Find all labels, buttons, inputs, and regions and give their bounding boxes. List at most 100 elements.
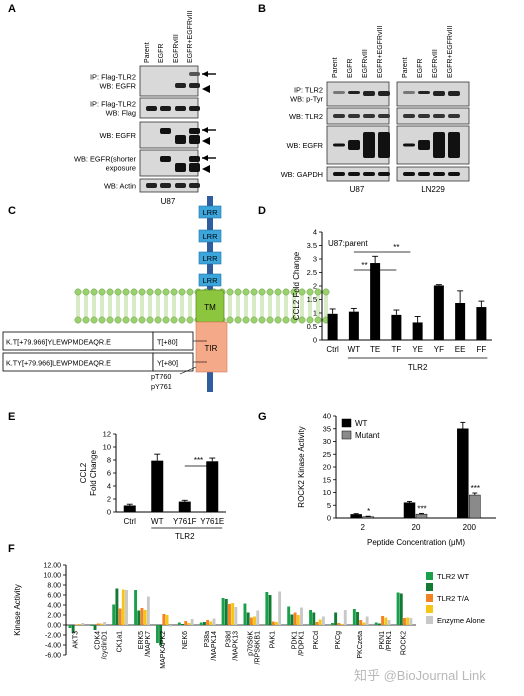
y-tick-label: 6 [107,469,111,478]
bar [74,624,78,625]
blot-strip [139,65,199,97]
y-tick-label: 35 [323,424,331,433]
x-tick-label: PKN1 [379,631,386,649]
x-tick-label: Y761F [173,517,197,526]
panel-a-western-blot: Parent EGFR EGFRvIII EGFR+EGFRvIII IP: Flag-… [74,11,216,206]
blot-band [160,183,171,188]
blot-band [418,91,430,94]
lipid-head [322,288,330,296]
x-tick-label: 20 [412,523,421,532]
tir-label: TIR [205,344,218,353]
bar [362,516,374,519]
x-tick-label: ERK5 [138,631,145,649]
bar [243,603,247,625]
chart-annotation: U87:parent [328,239,368,248]
legend-swatch [426,605,433,613]
legend-swatch [341,430,352,440]
blot-band [403,143,415,147]
blot-band [146,106,157,111]
blot-band [448,132,460,158]
blot-band [403,114,415,118]
legend-label: TLR2 T/A [437,594,469,603]
lrr-label: LRR [202,254,218,263]
bar [159,625,163,646]
lipid-head [314,288,322,296]
bar [476,307,487,340]
lrr-label: LRR [202,276,218,285]
y-axis-label: CCL2 [79,462,88,483]
x-tick-label: YF [434,345,444,354]
y-tick-label: 20 [323,463,331,472]
y-tick-label: 10 [323,488,331,497]
lipid-head [130,316,138,324]
blot-band [175,83,186,88]
bar [202,622,206,625]
lipid-head [98,288,106,296]
lipid-head [122,316,130,324]
bar [406,617,410,625]
y-tick-label: 0 [313,336,317,345]
lipid-head [162,288,170,296]
bar [315,622,319,625]
x-tick-label: P38a [204,631,211,647]
blot-row-label: IP: TLR2 [294,86,323,95]
blot-band [433,172,445,176]
lipid-head [146,288,154,296]
significance-label: * [367,507,370,516]
bar [134,590,138,625]
bar [374,622,378,625]
lipid-head [154,288,162,296]
x-tick-label: p70S6K [248,631,255,656]
bar [118,608,122,625]
bar [168,625,172,627]
bar [343,610,347,625]
lipid-head [106,288,114,296]
bar [93,625,97,630]
lrr-domain [198,229,222,243]
x-tick-label: CK1a1 [116,631,123,653]
lipid-head [306,316,314,324]
cell-line-label: U87 [161,197,176,206]
bar [187,623,191,625]
lipid-head [90,288,98,296]
lipid-head [154,316,162,324]
bar [121,589,125,625]
lipid-head [274,288,282,296]
bar [403,502,416,519]
bar [96,623,100,625]
lipid-head [138,288,146,296]
x-tick-label: P38d [226,631,233,647]
bar [457,428,469,519]
blot-band [348,172,360,176]
lipid-head [258,316,266,324]
y-tick-label: 4 [313,228,317,237]
blot-band [378,132,390,158]
bar [312,612,316,625]
panel-label-a: A [8,3,16,15]
lipid-head [282,316,290,324]
blot-row-label: IP: Flag-TLR2 [90,100,136,109]
panel-label-c: C [8,205,16,217]
arrowhead-icon [202,85,210,93]
y-tick-label: 5 [327,501,331,510]
arrowhead-icon [202,137,210,145]
blot-band [363,172,375,176]
lipid-head [178,316,186,324]
lane-label: EGFRvIII [362,49,369,78]
x-group-label: TLR2 [175,532,195,541]
bar [384,617,388,625]
x-tick-label: Ctrl [124,517,137,526]
blot-band [348,114,360,118]
lipid-head [74,316,82,324]
bar [156,625,159,643]
lipid-head [186,288,194,296]
y-axis-label: ROCK2 Kinase Activity [297,426,306,507]
y-tick-label: -2.00 [45,633,61,640]
peptide-seq: K.TY[+79.966]LEWPMDEAQR.E [6,359,111,368]
bar [274,622,278,625]
lipid-head [82,316,90,324]
tir-domain [195,321,228,373]
x-tick-label: CDK4 [94,631,101,650]
bar [268,595,272,625]
bar [231,603,235,625]
